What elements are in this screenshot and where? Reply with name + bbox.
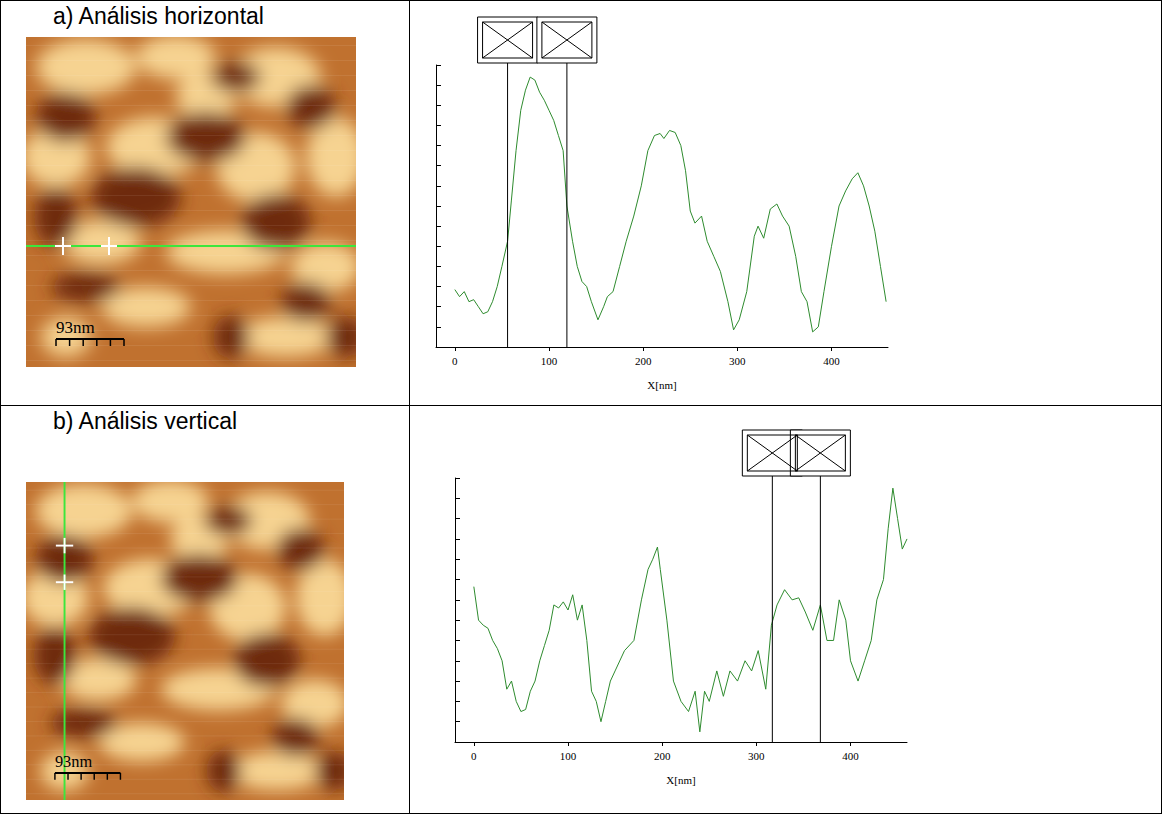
svg-text:X[nm]: X[nm] — [666, 774, 695, 786]
svg-text:400: 400 — [842, 750, 859, 762]
svg-text:100: 100 — [541, 355, 558, 367]
svg-text:200: 200 — [654, 750, 671, 762]
svg-text:93nm: 93nm — [55, 752, 93, 771]
svg-text:100: 100 — [560, 750, 577, 762]
svg-text:93nm: 93nm — [56, 318, 95, 337]
svg-text:300: 300 — [729, 355, 746, 367]
html-text:b) Análisis vertical: b) Análisis vertical — [53, 408, 238, 434]
svg-text:0: 0 — [471, 750, 477, 762]
svg-text:400: 400 — [823, 355, 840, 367]
svg-text:200: 200 — [635, 355, 652, 367]
svg-text:X[nm]: X[nm] — [647, 379, 676, 391]
html-text:a) Análisis horizontal: a) Análisis horizontal — [53, 3, 264, 29]
svg-text:300: 300 — [748, 750, 765, 762]
svg-text:0: 0 — [452, 355, 458, 367]
